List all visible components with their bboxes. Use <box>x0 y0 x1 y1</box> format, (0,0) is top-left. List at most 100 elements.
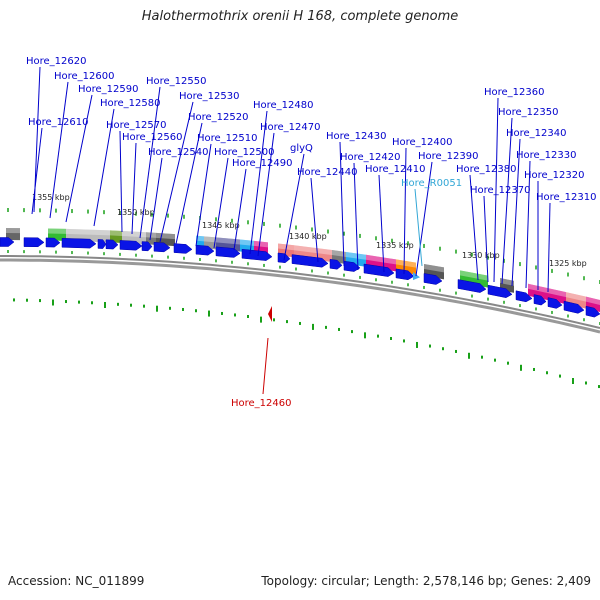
feature-label-hore-r0051: Hore_R0051 <box>401 178 462 189</box>
label-leader <box>415 161 433 277</box>
scale-tick-label: 1355 kbp <box>32 193 70 202</box>
cog-segment <box>48 228 66 241</box>
gene-arrow <box>395 268 415 281</box>
gene-arrow <box>241 248 273 261</box>
gene-arrow <box>23 237 45 248</box>
minor-tick-marks <box>7 208 600 389</box>
feature-label-hore-12320: Hore_12320 <box>524 170 585 181</box>
label-leader <box>403 147 407 275</box>
gene-arrow <box>343 260 361 272</box>
gene-arrow <box>119 240 143 251</box>
accession-text: Accession: NC_011899 <box>8 574 145 588</box>
feature-label-hore-12530: Hore_12530 <box>179 91 240 102</box>
gene-arrow <box>423 273 443 285</box>
feature-label-hore-12390: Hore_12390 <box>418 151 479 162</box>
label-leader <box>49 81 69 219</box>
feature-label-hore-12420: Hore_12420 <box>340 152 401 163</box>
cog-highlight <box>294 245 332 256</box>
feature-label-hore-12310: Hore_12310 <box>536 192 597 203</box>
feature-label-hore-12520: Hore_12520 <box>188 112 249 123</box>
feature-label-hore-12580: Hore_12580 <box>100 98 161 109</box>
cog-highlight <box>566 292 586 302</box>
feature-label-hore-12410: Hore_12410 <box>365 164 426 175</box>
label-leader-lines <box>31 66 551 293</box>
label-leader <box>483 195 489 283</box>
gene-arrow <box>585 305 600 318</box>
feature-label-hore-12510: Hore_12510 <box>197 133 258 144</box>
label-leader <box>262 337 269 395</box>
label-leader <box>310 177 319 263</box>
label-leader <box>493 97 499 283</box>
scale-tick-label: 1340 kbp <box>289 232 327 241</box>
scale-tick-label: 1350 kbp <box>117 208 155 217</box>
gene-arrow <box>153 241 171 253</box>
cog-highlight <box>366 254 396 265</box>
label-leader <box>511 138 521 287</box>
cog-highlight <box>196 235 204 242</box>
label-leader <box>233 168 247 251</box>
label-leader <box>149 157 163 241</box>
feature-label-hore-12490: Hore_12490 <box>232 158 293 169</box>
label-leader <box>414 188 423 267</box>
feature-label-hore-12600: Hore_12600 <box>54 71 115 82</box>
label-leader <box>469 174 479 281</box>
feature-label-hore-12400: Hore_12400 <box>392 137 453 148</box>
feature-label-hore-12480: Hore_12480 <box>253 100 314 111</box>
label-leader <box>353 162 359 271</box>
gene-arrow <box>61 238 97 249</box>
label-leader <box>119 130 123 233</box>
cog-highlight <box>110 230 122 236</box>
rna-arrow <box>413 272 420 281</box>
label-leader <box>131 142 137 235</box>
gene-arrow <box>173 243 193 254</box>
gene-arrow <box>105 239 119 250</box>
feature-label-hore-12440: Hore_12440 <box>297 167 358 178</box>
reverse-strand: Hore_12460 <box>231 306 292 409</box>
topology-text: Topology: circular; Length: 2,578,146 bp… <box>261 574 591 588</box>
label-leader <box>501 117 513 285</box>
label-leader <box>213 157 229 249</box>
feature-label-hore-12500: Hore_12500 <box>214 147 275 158</box>
feature-label-hore-12330: Hore_12330 <box>516 150 577 161</box>
feature-label-hore-12340: Hore_12340 <box>506 128 567 139</box>
gene-arrow <box>195 244 215 256</box>
feature-label-hore-12430: Hore_12430 <box>326 131 387 142</box>
genome-backbone <box>0 255 600 334</box>
label-leader <box>93 108 115 227</box>
cog-highlight <box>6 228 20 234</box>
label-leader <box>175 122 203 245</box>
label-leader <box>31 127 43 215</box>
label-leader <box>65 94 93 223</box>
gene-arrow <box>457 279 487 293</box>
label-leader <box>547 202 551 293</box>
cog-highlight <box>500 278 514 286</box>
cog-highlight <box>254 240 268 248</box>
label-leader <box>283 153 305 261</box>
feature-label-hore-12370: Hore_12370 <box>470 185 531 196</box>
map-title: Halothermothrix orenii H 168, complete g… <box>141 9 459 24</box>
feature-label-hore-12360: Hore_12360 <box>484 87 545 98</box>
feature-label-hore-12560: Hore_12560 <box>122 132 183 143</box>
gene-arrow <box>547 297 563 309</box>
feature-label-hore-12610: Hore_12610 <box>28 117 89 128</box>
feature-label-hore-12570: Hore_12570 <box>106 120 167 131</box>
cog-highlight <box>66 228 110 236</box>
label-leader <box>195 143 212 247</box>
gene-arrow <box>141 241 153 252</box>
scale-tick-label: 1325 kbp <box>549 259 587 268</box>
cog-segment <box>6 228 20 241</box>
gene-arrow <box>533 294 547 306</box>
cog-highlight <box>216 237 240 245</box>
feature-label-hore-12540: Hore_12540 <box>148 147 209 158</box>
feature-label-hore-12460: Hore_12460 <box>231 398 292 409</box>
feature-label-hore-12590: Hore_12590 <box>78 84 139 95</box>
backbone-inner <box>0 255 600 329</box>
cog-highlight <box>586 296 600 305</box>
feature-label-hore-12350: Hore_12350 <box>498 107 559 118</box>
feature-label-hore-12620: Hore_12620 <box>26 56 87 67</box>
scale-tick-label: 1330 kbp <box>462 251 500 260</box>
gene-arrow <box>97 239 107 249</box>
label-leader <box>339 141 345 267</box>
label-leader <box>249 110 268 255</box>
feature-label-hore-12550: Hore_12550 <box>146 76 207 87</box>
